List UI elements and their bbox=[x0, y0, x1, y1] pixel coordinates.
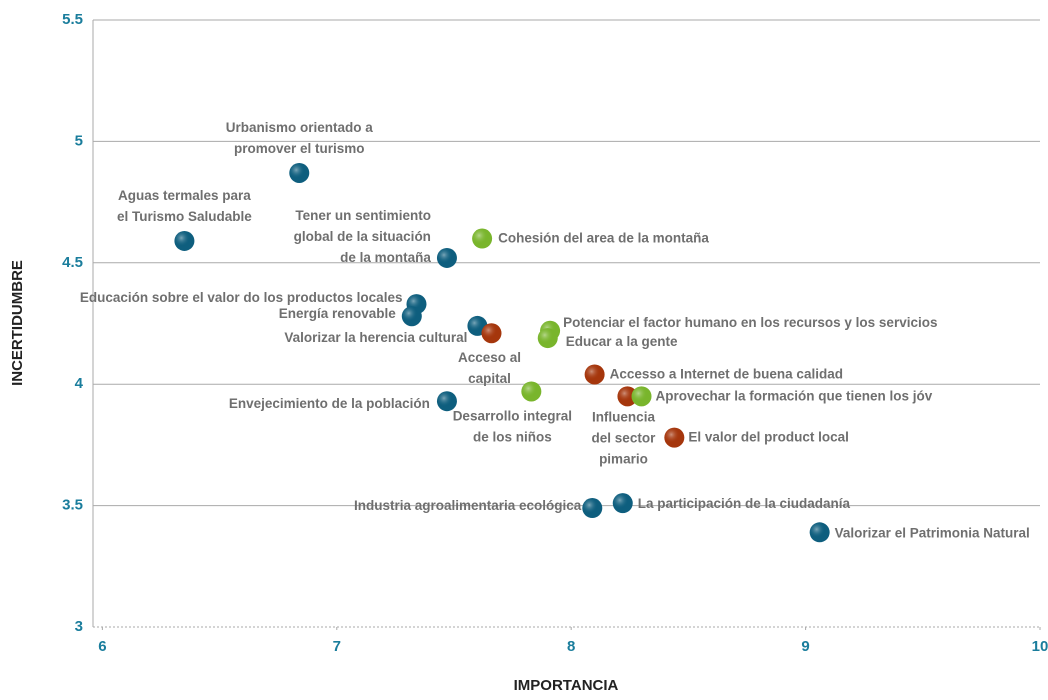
point-shine bbox=[537, 328, 558, 349]
y-tick-label: 3.5 bbox=[62, 497, 83, 514]
point-label: Acceso al capital bbox=[458, 350, 521, 386]
point-label: Valorizar el Patrimonia Natural bbox=[835, 525, 1030, 540]
y-tick-label: 5.5 bbox=[62, 11, 83, 28]
point-shine bbox=[617, 386, 638, 407]
point-label: Influencia del sector pimario bbox=[592, 409, 657, 466]
x-tick-label: 9 bbox=[801, 638, 809, 655]
point-shine bbox=[401, 306, 422, 327]
point-shine bbox=[631, 386, 652, 407]
point-shine bbox=[809, 522, 830, 543]
point-label: Educación sobre el valor do los producto… bbox=[80, 290, 403, 305]
point-label: Tener un sentimiento global de la situaci… bbox=[294, 208, 432, 265]
point-shine bbox=[584, 364, 605, 385]
y-tick-label: 4 bbox=[75, 375, 84, 392]
point-label: Energía renovable bbox=[279, 306, 397, 321]
point-label: Urbanismo orientado a promover el turismo bbox=[226, 120, 374, 156]
y-tick-label: 4.5 bbox=[62, 254, 83, 271]
point-shine bbox=[472, 228, 493, 249]
point-label: Educar a la gente bbox=[566, 334, 678, 349]
point-label: Industria agroalimentaria ecológica bbox=[354, 498, 582, 513]
point-shine bbox=[612, 493, 633, 514]
point-label: Accesso a Internet de buena calidad bbox=[610, 366, 843, 381]
point-label: Envejecimiento de la población bbox=[229, 396, 430, 411]
x-tick-label: 7 bbox=[333, 638, 341, 655]
point-label: Aprovechar la formación que tienen los j… bbox=[656, 388, 933, 403]
y-tick-label: 5 bbox=[75, 132, 83, 149]
y-axis-title: INCERTIDUMBRE bbox=[9, 260, 26, 386]
x-tick-label: 8 bbox=[567, 638, 575, 655]
point-label: Valorizar la herencia cultural bbox=[284, 329, 467, 344]
point-label: El valor del product local bbox=[688, 429, 849, 444]
point-shine bbox=[481, 323, 502, 344]
point-shine bbox=[664, 427, 685, 448]
point-shine bbox=[436, 391, 457, 412]
point-shine bbox=[521, 381, 542, 402]
point-shine bbox=[436, 247, 457, 268]
point-shine bbox=[174, 230, 195, 251]
point-shine bbox=[582, 498, 603, 519]
x-tick-label: 10 bbox=[1032, 638, 1048, 655]
y-tick-label: 3 bbox=[75, 618, 83, 635]
point-label: Aguas termales para el Turismo Saludable bbox=[117, 188, 252, 224]
point-label: Desarrollo integral de los niños bbox=[453, 408, 572, 444]
point-label: La participación de la ciudadanía bbox=[638, 496, 851, 511]
point-label: Cohesión del area de la montaña bbox=[498, 230, 709, 245]
x-tick-label: 6 bbox=[98, 638, 106, 655]
x-axis-title: IMPORTANCIA bbox=[514, 677, 619, 694]
point-shine bbox=[289, 162, 310, 183]
point-label: Potenciar el factor humano en los recurs… bbox=[563, 314, 937, 329]
